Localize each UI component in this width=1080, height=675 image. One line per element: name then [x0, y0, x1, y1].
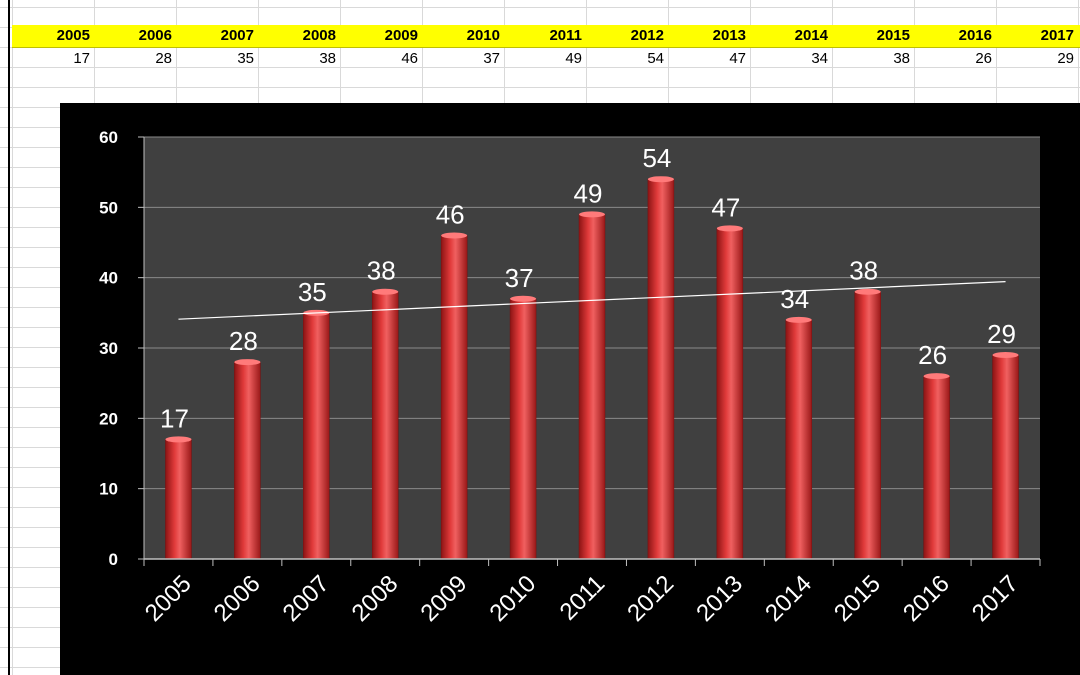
- value-cell[interactable]: 17: [73, 50, 90, 67]
- bar-top: [510, 295, 537, 302]
- data-label: 38: [849, 256, 878, 286]
- year-cell[interactable]: 2008: [302, 27, 336, 44]
- chart-svg: 17 28 35 38 46 37 49 54 47 34 38 26 29 0 10 20 30 40 50 60…: [99, 128, 1041, 627]
- bar-top: [923, 373, 950, 380]
- year-cell[interactable]: 2016: [958, 27, 992, 44]
- value-cell[interactable]: 46: [401, 50, 418, 67]
- y-tick-label: 50: [99, 198, 118, 217]
- x-tick-label: 2007: [278, 570, 335, 627]
- trendline: [178, 281, 1006, 320]
- year-cell[interactable]: 2011: [549, 27, 582, 44]
- value-cell[interactable]: 54: [647, 50, 664, 67]
- year-cell[interactable]: 2014: [794, 27, 828, 44]
- bar-top: [441, 232, 468, 239]
- y-tick-label: 30: [99, 339, 118, 358]
- data-labels: 17 28 35 38 46 37 49 54 47 34 38 26 29: [160, 143, 1016, 433]
- y-tick-label: 10: [99, 480, 118, 499]
- year-cell[interactable]: 2013: [712, 27, 746, 44]
- bar[interactable]: [371, 291, 399, 560]
- value-cell[interactable]: 38: [319, 50, 336, 67]
- value-cell[interactable]: 37: [483, 50, 500, 67]
- year-cell[interactable]: 2009: [384, 27, 418, 44]
- year-cell[interactable]: 2006: [138, 27, 172, 44]
- bar[interactable]: [647, 178, 675, 560]
- data-label: 28: [229, 326, 258, 356]
- x-tick-label: 2011: [555, 570, 611, 626]
- data-label: 35: [298, 277, 327, 307]
- data-label: 38: [367, 256, 396, 286]
- value-cell[interactable]: 47: [729, 50, 746, 67]
- bar[interactable]: [234, 361, 261, 560]
- bar[interactable]: [854, 291, 881, 560]
- data-label: 34: [780, 284, 809, 314]
- x-tick-label: 2017: [967, 570, 1024, 627]
- data-label: 17: [160, 403, 189, 433]
- x-tick-label: 2013: [691, 570, 748, 627]
- x-tick-label: 2015: [829, 570, 886, 627]
- bar-top: [854, 288, 881, 295]
- value-cell[interactable]: 29: [1057, 50, 1074, 67]
- value-cell[interactable]: 49: [565, 50, 582, 67]
- bar[interactable]: [923, 375, 950, 560]
- data-label: 29: [987, 319, 1016, 349]
- bar-top: [579, 211, 605, 218]
- year-header-row: [12, 25, 1080, 48]
- y-axis: 0 10 20 30 40 50 60: [99, 128, 145, 569]
- bar[interactable]: [785, 319, 813, 560]
- bar-top: [165, 436, 192, 443]
- sheet-border: [8, 0, 10, 675]
- bar[interactable]: [303, 312, 330, 560]
- bar-top: [785, 316, 812, 323]
- year-cell[interactable]: 2012: [630, 27, 664, 44]
- bar-chart[interactable]: 17 28 35 38 46 37 49 54 47 34 38 26 29 0 10 20 30 40 50 60…: [60, 103, 1080, 675]
- x-tick-label: 2008: [347, 570, 404, 627]
- value-cell[interactable]: 28: [155, 50, 172, 67]
- year-cell[interactable]: 2010: [466, 27, 500, 44]
- year-cell[interactable]: 2005: [56, 27, 90, 44]
- gridlines: [144, 136, 1040, 490]
- value-cell[interactable]: 34: [811, 50, 828, 67]
- x-tick-label: 2006: [209, 570, 266, 627]
- y-tick-label: 20: [99, 409, 118, 428]
- bar-top: [992, 352, 1019, 359]
- data-label: 26: [918, 340, 947, 370]
- data-label: 54: [642, 143, 671, 173]
- data-label: 46: [436, 199, 465, 229]
- x-tick-label: 2005: [140, 570, 197, 627]
- year-cell[interactable]: 2015: [876, 27, 910, 44]
- x-tick-label: 2016: [898, 570, 955, 627]
- x-tick-label: 2012: [622, 570, 679, 627]
- year-cell[interactable]: 2017: [1040, 27, 1074, 44]
- value-cell[interactable]: 38: [893, 50, 910, 67]
- trendline-line: [178, 281, 1006, 320]
- data-label: 37: [505, 263, 534, 293]
- x-tick-label: 2009: [416, 570, 473, 627]
- y-tick-label: 0: [109, 550, 118, 569]
- year-cell[interactable]: 2007: [220, 27, 254, 44]
- bar[interactable]: [509, 298, 537, 560]
- bar-top: [716, 225, 743, 232]
- bars: [165, 176, 1019, 560]
- x-tick-label: 2010: [484, 570, 541, 627]
- value-cell[interactable]: 26: [975, 50, 992, 67]
- bar[interactable]: [716, 228, 744, 560]
- value-cell[interactable]: 35: [237, 50, 254, 67]
- bar[interactable]: [578, 214, 606, 560]
- data-label: 49: [574, 178, 603, 208]
- data-label: 47: [711, 192, 740, 222]
- bar[interactable]: [992, 354, 1019, 560]
- bar-top: [647, 176, 674, 183]
- bar[interactable]: [440, 235, 468, 560]
- x-tick-label: 2014: [760, 570, 817, 627]
- y-tick-label: 60: [99, 128, 118, 147]
- bar[interactable]: [165, 439, 192, 560]
- bar-top: [234, 359, 261, 366]
- y-tick-label: 40: [99, 269, 118, 288]
- x-axis: 2005 2006 2007 2008 2009 2010 2011 2012 2013 2014…: [140, 558, 1041, 627]
- bar-top: [372, 288, 399, 295]
